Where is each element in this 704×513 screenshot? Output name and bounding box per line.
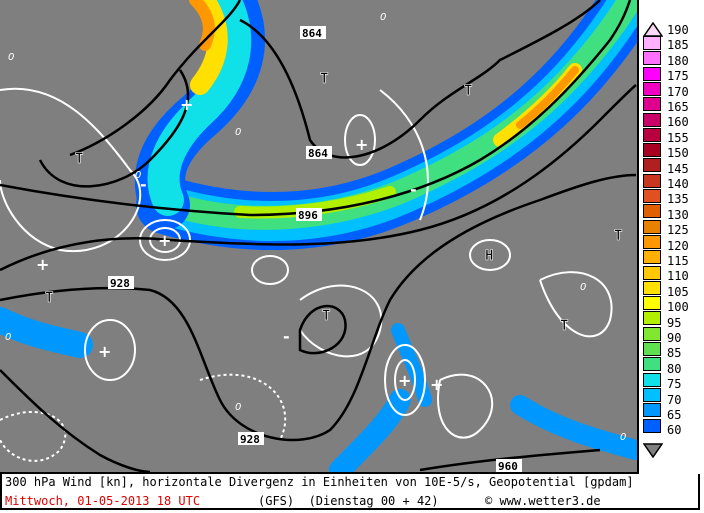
high-marker: H [485, 248, 493, 264]
legend-label: 95 [667, 315, 682, 330]
zero-label: 0 [235, 127, 241, 138]
legend-label: 100 [667, 300, 689, 315]
legend-label: 140 [667, 177, 689, 191]
divergence-minus: - [140, 175, 147, 194]
legend-swatch [643, 418, 661, 433]
legend-label: 155 [667, 130, 689, 145]
legend-label: 65 [667, 408, 682, 422]
legend-swatch [643, 97, 661, 112]
legend-label: 145 [667, 161, 689, 176]
wind-speed-legend: 190 185 180 175 170 165 160 155 150 145 140 135 130 1… [643, 22, 703, 458]
legend-swatch [643, 311, 661, 326]
geopotential-label: 928 [110, 277, 130, 290]
divergence-plus: + [36, 255, 49, 274]
valid-time: Mittwoch, 01-05-2013 18 UTC [5, 494, 201, 508]
legend-swatch [643, 326, 661, 341]
low-marker: T [320, 71, 328, 87]
weather-map: 864 864 896 928 928 960 T T T T T T [0, 0, 639, 474]
geopotential-contours [0, 0, 637, 472]
legend-bottom-arrow [643, 443, 663, 458]
zero-label: 0 [620, 432, 626, 443]
zero-label: 0 [380, 12, 386, 23]
geopotential-label: 928 [240, 433, 260, 446]
model-run: (GFS) (Dienstag 00 + 42) [258, 494, 439, 508]
caption-box: 300 hPa Wind [kn], horizontale Divergenz… [0, 474, 700, 510]
legend-swatch [643, 387, 661, 402]
legend-swatch [643, 51, 661, 66]
legend-label: 85 [667, 346, 682, 361]
legend-swatch [643, 280, 661, 295]
legend-label: 165 [667, 100, 689, 114]
legend-label: 105 [667, 284, 689, 299]
legend-top-arrow [643, 22, 663, 37]
legend-swatch [643, 296, 661, 311]
legend-label: 90 [667, 331, 682, 345]
legend-label: 110 [667, 269, 689, 284]
legend-label: 130 [667, 207, 689, 222]
divergence-minus: - [283, 327, 290, 346]
legend-label: 75 [667, 377, 682, 392]
legend-label: 150 [667, 146, 689, 161]
legend-swatch [643, 250, 661, 265]
copyright-link[interactable]: © www.wetter3.de [485, 494, 601, 508]
low-marker: T [75, 151, 83, 167]
legend-swatch [643, 112, 661, 127]
legend-label: 120 [667, 238, 689, 253]
legend-swatch [643, 342, 661, 356]
geopotential-label: 896 [298, 209, 318, 222]
legend-swatch [643, 189, 661, 203]
legend-swatch [643, 403, 661, 418]
legend-swatch [643, 143, 661, 158]
legend-swatch [643, 36, 661, 50]
low-marker: T [560, 318, 568, 334]
zero-label: 0 [8, 52, 14, 63]
legend-swatch [643, 158, 661, 173]
zero-label: 0 [135, 170, 141, 181]
zero-label: 0 [235, 402, 241, 413]
legend-swatch [643, 81, 661, 96]
map-canvas: 864 864 896 928 928 960 T T T T T T [0, 0, 637, 472]
legend-label: 125 [667, 223, 689, 238]
legend-label: 135 [667, 192, 689, 207]
legend-label: 175 [667, 69, 689, 84]
jet-stream-band [0, 0, 637, 472]
low-marker: T [464, 83, 472, 99]
legend-label: 170 [667, 84, 689, 99]
zero-label: 0 [580, 282, 586, 293]
legend-label: 185 [667, 38, 689, 53]
legend-swatch [643, 234, 661, 249]
divergence-plus: + [98, 342, 111, 361]
divergence-minus: - [410, 180, 417, 199]
chart-title: 300 hPa Wind [kn], horizontale Divergenz… [5, 475, 634, 489]
map-labels: 864 864 896 928 928 960 T T T T T T [5, 12, 626, 472]
legend-swatch [643, 265, 661, 280]
legend-label: 190 [667, 23, 689, 37]
divergence-plus: + [158, 231, 171, 250]
zero-label: 0 [5, 332, 11, 343]
legend-label: 80 [667, 361, 682, 376]
legend-swatch [643, 66, 661, 81]
divergence-plus: + [398, 371, 411, 390]
legend-swatch [643, 219, 661, 234]
low-marker: T [45, 290, 53, 306]
legend-label: 60 [667, 423, 682, 438]
legend-swatch [643, 173, 661, 188]
divergence-plus: + [180, 95, 193, 114]
legend-label: 115 [667, 254, 689, 268]
legend-swatch [643, 372, 661, 387]
divergence-plus: + [355, 135, 368, 154]
geopotential-label: 864 [308, 147, 328, 160]
low-marker: T [322, 308, 330, 324]
legend-swatch [643, 127, 661, 142]
geopotential-label: 960 [498, 460, 518, 472]
divergence-plus: + [430, 375, 443, 394]
legend-label: 180 [667, 53, 689, 68]
legend-label: 70 [667, 392, 682, 407]
legend-swatch [643, 204, 661, 219]
geopotential-label: 864 [302, 27, 322, 40]
legend-swatch [643, 357, 661, 372]
low-marker: T [614, 228, 622, 244]
legend-label: 160 [667, 115, 689, 130]
